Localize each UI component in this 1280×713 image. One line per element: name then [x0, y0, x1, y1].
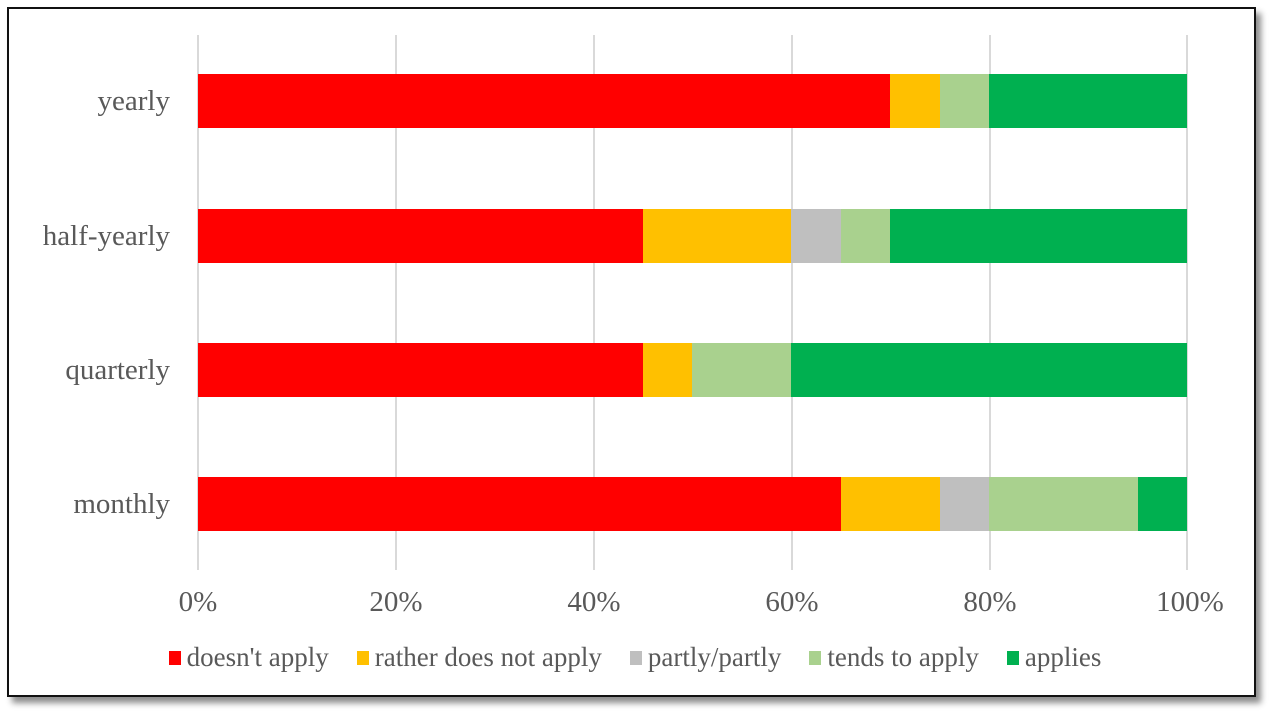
bar-segment: [198, 209, 644, 263]
category-label-half-yearly: half-yearly: [42, 220, 170, 252]
x-tick-20: 20%: [369, 586, 423, 618]
bar-segment: [1137, 477, 1187, 531]
x-tick-0: 0%: [178, 586, 218, 618]
bar-segment: [989, 74, 1187, 128]
gridline-20: [395, 35, 397, 570]
legend-label: applies: [1024, 642, 1102, 672]
chart-legend: doesn't apply rather does not apply part…: [0, 642, 1270, 673]
bar-segment: [890, 209, 1187, 263]
gridline-60: [791, 35, 793, 570]
bar-segment: [643, 343, 693, 397]
gridline-0: [197, 35, 199, 570]
bar-quarterly: [198, 343, 1187, 397]
gridline-40: [593, 35, 595, 570]
legend-swatch-icon: [356, 650, 369, 665]
bar-segment: [791, 209, 841, 263]
bar-segment: [198, 74, 891, 128]
bar-yearly: [198, 74, 1187, 128]
x-tick-100: 100%: [1156, 586, 1224, 618]
x-tick-80: 80%: [963, 586, 1017, 618]
bar-segment: [939, 477, 990, 531]
category-label-quarterly: quarterly: [65, 354, 170, 386]
legend-item-partly-partly: partly/partly: [629, 642, 782, 673]
bar-monthly: [198, 477, 1187, 531]
legend-item-tends-to-apply: tends to apply: [809, 642, 979, 673]
bar-segment: [643, 209, 792, 263]
gridline-100: [1186, 35, 1188, 570]
legend-label: tends to apply: [827, 642, 979, 672]
x-tick-60: 60%: [765, 586, 819, 618]
legend-swatch-icon: [168, 650, 181, 665]
category-label-yearly: yearly: [97, 85, 170, 117]
bar-segment: [692, 343, 792, 397]
legend-label: partly/partly: [647, 642, 782, 672]
bar-segment: [840, 209, 891, 263]
category-label-monthly: monthly: [73, 488, 170, 520]
legend-swatch-icon: [629, 650, 642, 665]
legend-item-rather-does-not-apply: rather does not apply: [356, 642, 602, 673]
bar-segment: [198, 343, 644, 397]
legend-label: rather does not apply: [374, 642, 602, 672]
legend-swatch-icon: [1006, 650, 1019, 665]
bar-segment: [989, 477, 1138, 531]
x-tick-40: 40%: [567, 586, 621, 618]
bar-segment: [939, 74, 990, 128]
gridline-80: [989, 35, 991, 570]
bar-segment: [890, 74, 940, 128]
bar-segment: [791, 343, 1187, 397]
bar-segment: [840, 477, 940, 531]
legend-item-doesnt-apply: doesn't apply: [168, 642, 329, 673]
legend-swatch-icon: [809, 650, 822, 665]
legend-label: doesn't apply: [186, 642, 329, 672]
legend-item-applies: applies: [1006, 642, 1102, 673]
bar-segment: [198, 477, 841, 531]
bar-half-yearly: [198, 209, 1187, 263]
